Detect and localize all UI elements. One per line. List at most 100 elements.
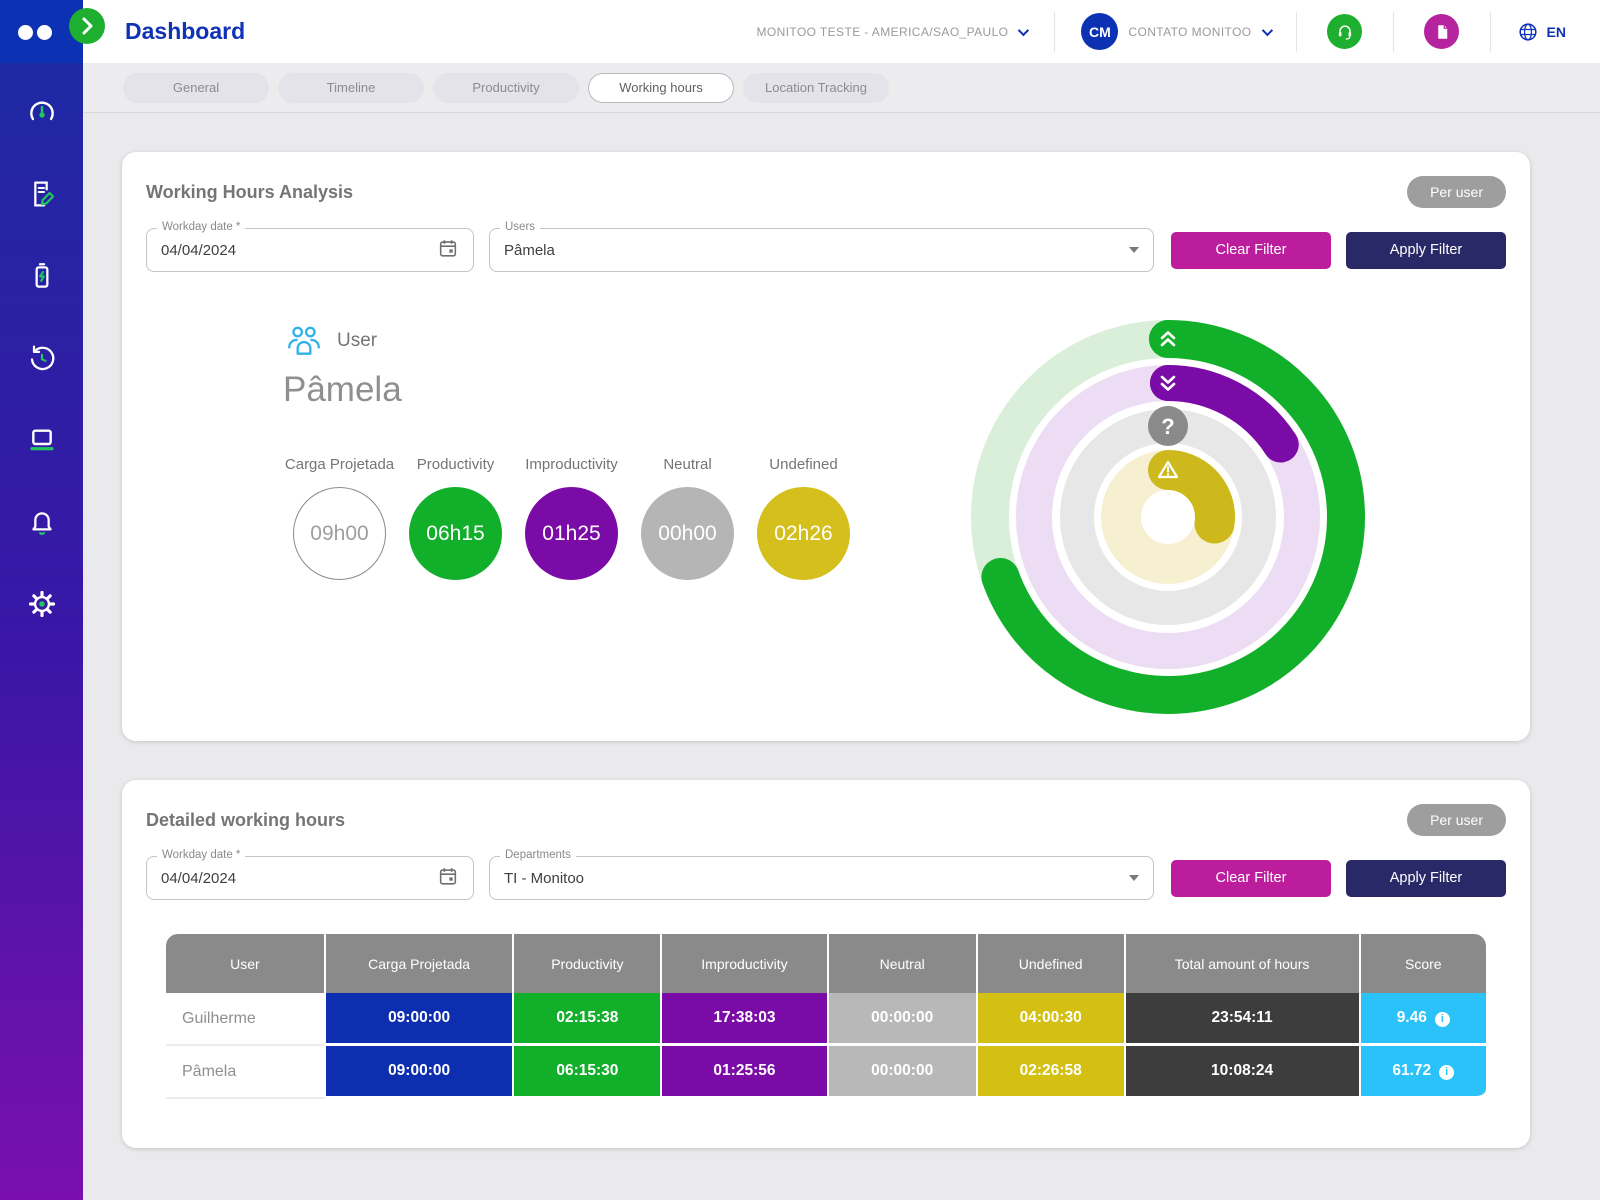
battery-bolt-icon <box>35 263 48 288</box>
svg-text:?: ? <box>1161 414 1174 439</box>
info-icon[interactable]: i <box>1439 1065 1455 1080</box>
workday-date-field[interactable]: Workday date * 04/04/2024 <box>146 849 474 900</box>
laptop-icon <box>29 429 54 451</box>
calendar-icon <box>439 867 457 885</box>
users-select[interactable]: Users Pâmela <box>489 221 1154 272</box>
info-icon[interactable]: i <box>1434 1012 1450 1027</box>
users-value: Pâmela <box>504 241 555 259</box>
working-hours-rings-chart: ? <box>968 317 1368 717</box>
divider <box>1392 11 1394 52</box>
cell-score: 61.72 i <box>1360 1046 1486 1099</box>
workday-date-label: Workday date * <box>157 221 246 233</box>
main-content: Working Hours Analysis Per user Workday … <box>83 113 1600 1200</box>
tab-bar: General Timeline Productivity Working ho… <box>83 63 1600 113</box>
tab-timeline[interactable]: Timeline <box>278 72 424 103</box>
column-header-user: User <box>166 934 326 993</box>
dropdown-arrow-icon <box>1129 875 1139 881</box>
sidebar-item-productivity[interactable] <box>25 259 59 293</box>
calendar-icon <box>439 239 457 257</box>
departments-value: TI - Monitoo <box>504 869 585 887</box>
column-header-improductivity: Improductivity <box>662 934 829 993</box>
workday-date-value: 04/04/2024 <box>161 241 237 259</box>
working-hours-table: User Carga Projetada Productivity Improd… <box>166 934 1486 1099</box>
tab-productivity[interactable]: Productivity <box>433 72 579 103</box>
documents-button[interactable] <box>1394 14 1490 49</box>
headset-icon <box>1338 24 1351 40</box>
avatar: CM <box>1081 13 1119 50</box>
document-icon <box>1437 24 1447 39</box>
account-name: CONTATO MONITOO <box>1128 24 1252 39</box>
stat-value-circle: 00h00 <box>641 487 734 580</box>
stat-undefined: Undefined 02h26 <box>757 456 850 580</box>
divider <box>1295 11 1297 52</box>
sidebar-expand-button[interactable] <box>69 8 105 44</box>
logo-dot <box>18 25 33 40</box>
clear-filter-button[interactable]: Clear Filter <box>1171 231 1331 269</box>
stat-value-circle: 01h25 <box>525 487 618 580</box>
cell-neutral: 00:00:00 <box>828 1046 978 1099</box>
cell-user: Pâmela <box>166 1046 326 1099</box>
stat-productivity: Productivity 06h15 <box>409 456 502 580</box>
departments-label: Departments <box>500 849 576 861</box>
per-user-badge: Per user <box>1407 804 1506 836</box>
stat-neutral: Neutral 00h00 <box>641 456 734 580</box>
apply-filter-button[interactable]: Apply Filter <box>1346 231 1506 269</box>
per-user-badge: Per user <box>1407 176 1506 208</box>
card-title: Working Hours Analysis <box>146 181 354 202</box>
language-selector[interactable]: EN <box>1491 21 1600 43</box>
cell-total: 10:08:24 <box>1125 1046 1361 1099</box>
sidebar-item-devices[interactable] <box>25 423 59 457</box>
globe-icon <box>1518 22 1537 41</box>
column-header-carga-projetada: Carga Projetada <box>325 934 515 993</box>
cell-undefined: 02:26:58 <box>977 1046 1126 1099</box>
donut-chart: ? <box>971 320 1365 714</box>
cell-improductivity: 01:25:56 <box>662 1046 829 1099</box>
cell-carga: 09:00:00 <box>325 1046 515 1099</box>
cell-productivity: 02:15:38 <box>514 993 663 1046</box>
support-button[interactable] <box>1297 14 1393 49</box>
working-hours-analysis-card: Working Hours Analysis Per user Workday … <box>122 152 1530 741</box>
cell-carga: 09:00:00 <box>325 993 515 1046</box>
table-row: Guilherme 09:00:00 02:15:38 17:38:03 00:… <box>166 993 1486 1046</box>
detailed-working-hours-card: Detailed working hours Per user Workday … <box>122 780 1530 1148</box>
card-title: Detailed working hours <box>146 809 346 830</box>
apply-filter-button[interactable]: Apply Filter <box>1346 859 1506 897</box>
top-header: Dashboard MONITOO TESTE - AMERICA/SAO_PA… <box>83 0 1600 63</box>
language-label: EN <box>1546 23 1566 40</box>
account-menu[interactable]: CM CONTATO MONITOO <box>1055 13 1295 50</box>
sidebar-item-settings[interactable] <box>25 587 59 621</box>
tab-general[interactable]: General <box>123 72 269 103</box>
logo-dot <box>37 25 52 40</box>
tab-location-tracking[interactable]: Location Tracking <box>743 72 889 103</box>
tab-working-hours[interactable]: Working hours <box>588 72 734 103</box>
workday-date-field[interactable]: Workday date * 04/04/2024 <box>146 221 474 272</box>
stat-value-circle: 06h15 <box>409 487 502 580</box>
cell-neutral: 00:00:00 <box>828 993 978 1046</box>
divider <box>1054 11 1056 52</box>
report-edit-icon <box>33 181 54 207</box>
gauge-icon <box>29 101 54 121</box>
sidebar-item-notifications[interactable] <box>25 505 59 539</box>
clear-filter-button[interactable]: Clear Filter <box>1171 859 1331 897</box>
cell-improductivity: 17:38:03 <box>662 993 829 1046</box>
organization-selector[interactable]: MONITOO TESTE - AMERICA/SAO_PAULO <box>729 24 1055 39</box>
history-icon <box>30 345 54 371</box>
sidebar-item-history[interactable] <box>25 341 59 375</box>
cell-user: Guilherme <box>166 993 326 1046</box>
cell-undefined: 04:00:30 <box>977 993 1126 1046</box>
dropdown-arrow-icon <box>1129 247 1139 253</box>
stat-value-circle: 09h00 <box>293 487 386 580</box>
workday-date-label: Workday date * <box>157 849 246 861</box>
cell-total: 23:54:11 <box>1125 993 1361 1046</box>
workday-date-value: 04/04/2024 <box>161 869 237 887</box>
chevron-down-icon <box>1018 24 1030 36</box>
departments-select[interactable]: Departments TI - Monitoo <box>489 849 1154 900</box>
logo <box>0 0 105 63</box>
organization-label: MONITOO TESTE - AMERICA/SAO_PAULO <box>756 24 1009 39</box>
divider <box>1489 11 1491 52</box>
sidebar-item-dashboard[interactable] <box>25 95 59 129</box>
sidebar-item-reports[interactable] <box>25 177 59 211</box>
sidebar <box>0 0 105 1200</box>
chevron-down-icon <box>1261 24 1273 36</box>
user-section-label: User <box>337 330 378 351</box>
